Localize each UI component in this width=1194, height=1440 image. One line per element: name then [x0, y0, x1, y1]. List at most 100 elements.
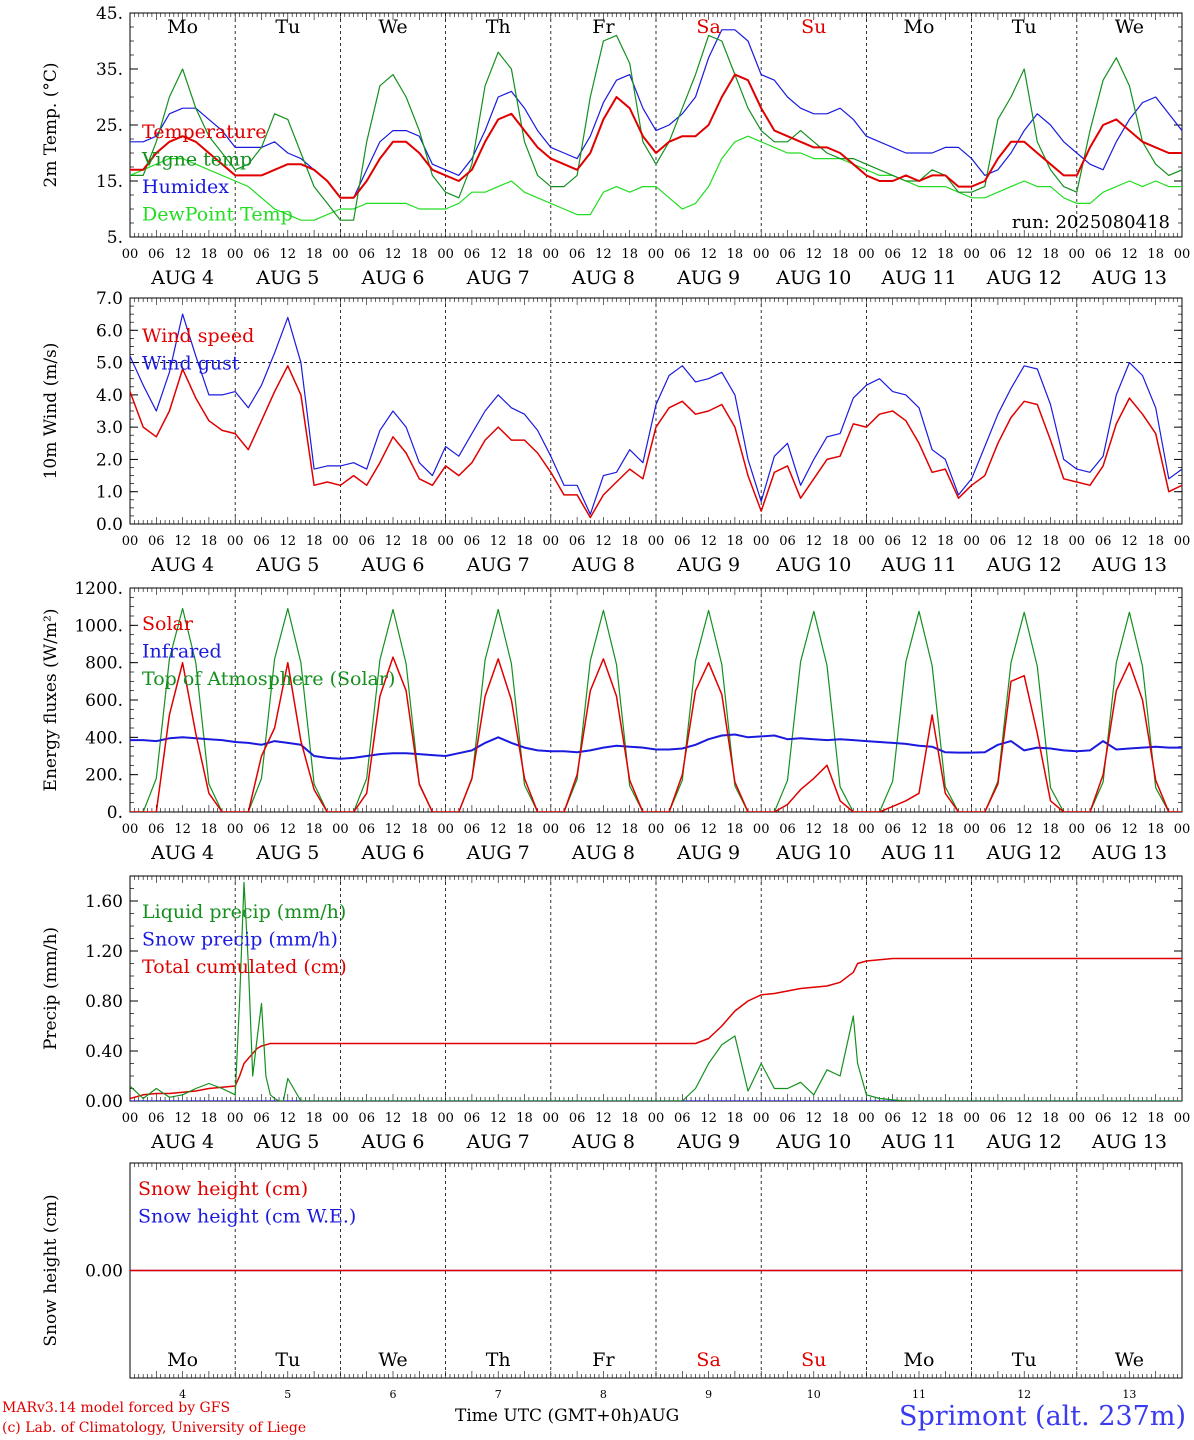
date-label: AUG 11	[880, 1131, 956, 1153]
hour-label: 06	[990, 534, 1007, 549]
y-tick-label: 6.0	[96, 321, 123, 341]
hour-label: 00	[543, 1111, 560, 1126]
hour-label: 00	[648, 534, 665, 549]
hour-label: 00	[753, 1111, 770, 1126]
hour-label: 12	[385, 534, 402, 549]
hour-label: 06	[884, 247, 901, 262]
date-label: AUG 4	[150, 267, 214, 289]
hour-label: 06	[358, 822, 375, 837]
hour-label: 06	[464, 1111, 481, 1126]
lab-credit: (c) Lab. of Climatology, University of L…	[2, 1420, 307, 1436]
y-tick-label: 600.	[85, 691, 123, 711]
legend-entry: Wind gust	[142, 353, 240, 375]
date-label: AUG 12	[986, 1131, 1062, 1153]
hour-label: 06	[1095, 534, 1112, 549]
hour-label: 00	[1069, 534, 1086, 549]
hour-label: 18	[832, 822, 849, 837]
hour-label: 18	[937, 1111, 954, 1126]
hour-label: 06	[253, 1111, 270, 1126]
hour-label: 12	[174, 247, 191, 262]
hour-label: 18	[832, 1111, 849, 1126]
day-name: Fr	[592, 16, 615, 38]
hour-label: 18	[621, 822, 638, 837]
hour-label: 12	[700, 822, 717, 837]
hour-label: 00	[858, 822, 875, 837]
hour-label: 18	[411, 534, 428, 549]
day-number: 10	[807, 1388, 821, 1401]
hour-label: 00	[227, 247, 244, 262]
plot-frame	[129, 587, 1183, 813]
hour-label: 06	[253, 247, 270, 262]
hour-label: 06	[884, 534, 901, 549]
y-axis-label: Snow height (cm)	[41, 1194, 61, 1346]
legend-entry: Top of Atmosphere (Solar)	[142, 668, 395, 690]
series-line	[130, 29, 1182, 199]
hour-label: 18	[727, 822, 744, 837]
date-label: AUG 4	[150, 842, 214, 864]
day-name: Tu	[1012, 16, 1037, 38]
hour-label: 12	[280, 534, 297, 549]
y-axis-label: Precip (mm/h)	[41, 927, 61, 1050]
day-number: 4	[179, 1388, 186, 1401]
hour-label: 18	[832, 534, 849, 549]
day-name: Mo	[904, 1349, 935, 1371]
legend-entry: Snow height (cm)	[138, 1178, 308, 1200]
panel-3: 0. 200. 400. 600. 800. 1000. 1200. Energy fluxe…	[41, 579, 1190, 864]
day-number: 9	[705, 1388, 712, 1401]
hour-label: 12	[1121, 247, 1138, 262]
series-line	[130, 34, 1182, 221]
day-number: 11	[912, 1388, 926, 1401]
day-name: Su	[801, 1349, 826, 1371]
hour-label: 00	[227, 534, 244, 549]
hour-label: 00	[648, 822, 665, 837]
hour-label: 12	[595, 822, 612, 837]
legend-entry: Solar	[142, 613, 194, 635]
hour-label: 18	[937, 534, 954, 549]
date-label: AUG 12	[986, 267, 1062, 289]
hour-label: 18	[411, 1111, 428, 1126]
hour-label: 12	[174, 1111, 191, 1126]
hour-label: 00	[122, 1111, 139, 1126]
date-label: AUG 7	[466, 842, 530, 864]
hour-label: 12	[174, 822, 191, 837]
hour-label: 06	[569, 822, 586, 837]
hour-label: 12	[911, 247, 928, 262]
hour-label: 00	[1174, 534, 1191, 549]
series-line	[130, 957, 1182, 1100]
y-tick-label: 400.	[85, 728, 123, 748]
date-label: AUG 7	[466, 554, 530, 576]
hour-label: 06	[1095, 247, 1112, 262]
y-tick-label: 45.	[96, 4, 123, 24]
y-tick-label: 0.	[107, 803, 123, 823]
y-tick-label: 5.	[107, 228, 123, 248]
day-name: Th	[486, 1349, 511, 1371]
date-label: AUG 5	[255, 1131, 319, 1153]
legend-entry: Humidex	[142, 176, 229, 198]
time-axis-label: Time UTC (GMT+0h)AUG	[455, 1406, 680, 1426]
day-number: 12	[1017, 1388, 1031, 1401]
hour-label: 12	[806, 822, 823, 837]
series-line	[130, 365, 1182, 519]
hour-label: 12	[1121, 822, 1138, 837]
hour-label: 00	[543, 247, 560, 262]
y-tick-label: 0.80	[85, 992, 123, 1012]
hour-label: 00	[648, 247, 665, 262]
day-name: Tu	[1012, 1349, 1037, 1371]
hour-label: 06	[990, 1111, 1007, 1126]
hour-label: 12	[806, 247, 823, 262]
hour-label: 12	[700, 1111, 717, 1126]
hour-label: 18	[727, 247, 744, 262]
y-tick-label: 1.60	[85, 892, 123, 912]
y-tick-label: 1000.	[74, 616, 123, 636]
date-label: AUG 8	[571, 1131, 635, 1153]
legend-entry: Vigne temp	[141, 149, 252, 171]
hour-label: 18	[516, 822, 533, 837]
hour-label: 00	[543, 822, 560, 837]
hour-label: 06	[779, 1111, 796, 1126]
legend-entry: Total cumulated (cm)	[142, 956, 347, 978]
date-label: AUG 9	[676, 267, 740, 289]
hour-label: 06	[148, 247, 165, 262]
hour-label: 00	[122, 822, 139, 837]
hour-label: 06	[148, 534, 165, 549]
hour-label: 00	[1069, 247, 1086, 262]
